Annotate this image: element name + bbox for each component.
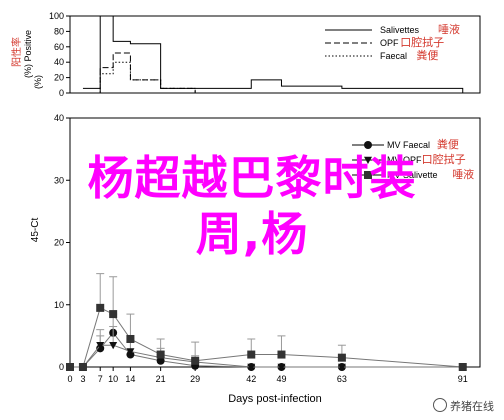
y-axis-label-cn: 阳性率 xyxy=(10,37,23,67)
data-point-square xyxy=(277,350,286,359)
data-point-triangle-down xyxy=(126,348,135,356)
legend-label-cn: 唾液 xyxy=(438,22,460,36)
legend-label-cn: 唾液 xyxy=(452,167,474,181)
legend-label-cn: 口腔拭子 xyxy=(400,35,444,49)
y-tick-label: 10 xyxy=(54,300,64,310)
y-axis-label: 45-Ct xyxy=(30,218,41,243)
data-point-triangle-down xyxy=(96,342,105,350)
watermark: 养猪在线 xyxy=(433,398,494,414)
watermark-text: 养猪在线 xyxy=(450,400,494,413)
y-tick-label: 60 xyxy=(54,42,64,52)
data-point-triangle-down xyxy=(247,363,256,371)
x-tick-label: 10 xyxy=(108,374,118,384)
data-point-square xyxy=(337,353,346,362)
y-axis-label: (%) Positive xyxy=(23,30,33,78)
x-tick-label: 14 xyxy=(125,374,135,384)
y-axis-unit: (%) xyxy=(33,75,43,89)
y-tick-label: 30 xyxy=(54,175,64,185)
y-tick-label: 20 xyxy=(54,73,64,83)
data-point-triangle-down xyxy=(109,342,118,350)
data-point-square xyxy=(109,310,118,319)
x-tick-label: 29 xyxy=(190,374,200,384)
y-tick-label: 0 xyxy=(59,88,64,98)
data-point-square xyxy=(66,363,74,371)
y-tick-label: 80 xyxy=(54,26,64,36)
data-point-square xyxy=(458,363,467,371)
legend-label: OPF xyxy=(380,38,399,48)
legend-label-cn: 粪便 xyxy=(416,48,438,62)
legend-marker-triangle-down xyxy=(364,156,372,164)
y-tick-label: 40 xyxy=(54,57,64,67)
legend-label-cn: 粪便 xyxy=(437,137,459,151)
data-point-square xyxy=(156,350,165,359)
x-tick-label: 21 xyxy=(156,374,166,384)
legend-label: MV Faecal xyxy=(387,140,430,150)
legend-label: MV OPF xyxy=(387,155,422,165)
legend-label: MV Salivette xyxy=(387,170,438,180)
wechat-icon xyxy=(433,398,447,412)
y-tick-label: 40 xyxy=(54,113,64,123)
y-tick-label: 20 xyxy=(54,238,64,248)
legend-label: Salivettes xyxy=(380,25,420,35)
x-tick-label: 0 xyxy=(67,374,72,384)
data-point-square xyxy=(191,356,200,365)
positive-rate-panel: 0 20 40 60 80 100 阳性率 (%) Positive(%) Salivettes… xyxy=(10,11,481,98)
data-point-square xyxy=(96,303,105,312)
legend-label: Faecal xyxy=(380,51,407,61)
data-point-square xyxy=(126,334,135,343)
legend-marker-circle xyxy=(364,141,372,149)
x-tick-label: 42 xyxy=(246,374,256,384)
data-point-square xyxy=(247,350,256,359)
legend-label-cn: 口腔拭子 xyxy=(422,152,466,166)
x-tick-label: 7 xyxy=(98,374,103,384)
legend-marker-square xyxy=(364,171,372,179)
x-tick-label: 49 xyxy=(276,374,286,384)
x-axis-label: Days post-infection xyxy=(228,393,322,405)
y-tick-label: 100 xyxy=(49,11,64,21)
data-point-triangle-down xyxy=(337,363,346,371)
data-point-square xyxy=(78,363,87,371)
y-tick-label: 0 xyxy=(59,362,64,372)
x-tick-label: 3 xyxy=(80,374,85,384)
series-line-faecal xyxy=(82,61,480,94)
x-tick-label: 63 xyxy=(337,374,347,384)
x-tick-label: 91 xyxy=(458,374,468,384)
data-point-triangle-down xyxy=(277,363,286,371)
